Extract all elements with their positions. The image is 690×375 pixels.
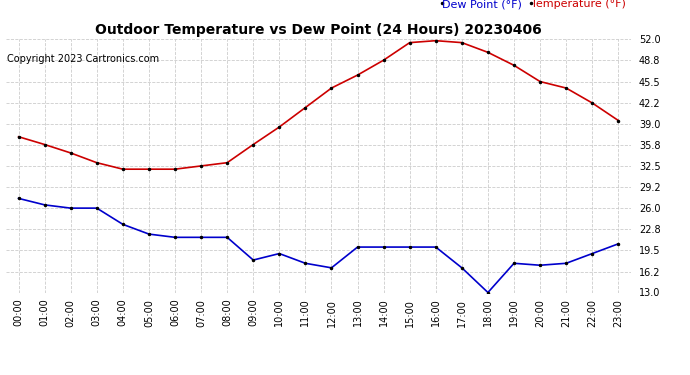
Temperature (°F) (302, 105, 310, 110)
Temperature (°F) (327, 86, 335, 90)
Temperature (°F) (614, 118, 622, 123)
Temperature (°F) (457, 40, 466, 45)
Dew Point (°F) (249, 258, 257, 262)
Dew Point (°F) (457, 266, 466, 270)
Temperature (°F) (197, 164, 205, 168)
Dew Point (°F) (327, 266, 335, 270)
Dew Point (°F) (197, 235, 205, 240)
Temperature (°F) (92, 160, 101, 165)
Text: Copyright 2023 Cartronics.com: Copyright 2023 Cartronics.com (7, 54, 159, 64)
Dew Point (°F) (536, 263, 544, 267)
Temperature (°F) (353, 73, 362, 77)
Dew Point (°F) (406, 245, 414, 249)
Dew Point (°F) (353, 245, 362, 249)
Dew Point (°F) (66, 206, 75, 210)
Temperature (°F) (223, 160, 231, 165)
Dew Point (°F) (92, 206, 101, 210)
Line: Temperature (°F): Temperature (°F) (17, 39, 620, 171)
Dew Point (°F) (302, 261, 310, 266)
Dew Point (°F) (145, 232, 153, 236)
Dew Point (°F) (14, 196, 23, 201)
Line: Dew Point (°F): Dew Point (°F) (17, 196, 620, 295)
Dew Point (°F) (275, 251, 284, 256)
Temperature (°F) (432, 38, 440, 43)
Temperature (°F) (41, 142, 49, 147)
Temperature (°F) (249, 142, 257, 147)
Temperature (°F) (510, 63, 518, 68)
Title: Outdoor Temperature vs Dew Point (24 Hours) 20230406: Outdoor Temperature vs Dew Point (24 Hou… (95, 23, 542, 37)
Temperature (°F) (484, 50, 492, 55)
Dew Point (°F) (432, 245, 440, 249)
Dew Point (°F) (588, 251, 596, 256)
Dew Point (°F) (171, 235, 179, 240)
Dew Point (°F) (119, 222, 127, 226)
Dew Point (°F) (484, 290, 492, 295)
Temperature (°F) (536, 80, 544, 84)
Temperature (°F) (562, 86, 571, 90)
Temperature (°F) (275, 125, 284, 129)
Temperature (°F) (66, 151, 75, 155)
Dew Point (°F) (41, 202, 49, 207)
Temperature (°F) (171, 167, 179, 171)
Dew Point (°F) (510, 261, 518, 266)
Dew Point (°F) (223, 235, 231, 240)
Legend: Dew Point (°F), Temperature (°F): Dew Point (°F), Temperature (°F) (442, 0, 626, 9)
Dew Point (°F) (380, 245, 388, 249)
Dew Point (°F) (614, 242, 622, 246)
Temperature (°F) (119, 167, 127, 171)
Temperature (°F) (406, 40, 414, 45)
Dew Point (°F) (562, 261, 571, 266)
Temperature (°F) (145, 167, 153, 171)
Temperature (°F) (380, 58, 388, 62)
Temperature (°F) (588, 101, 596, 105)
Temperature (°F) (14, 135, 23, 139)
